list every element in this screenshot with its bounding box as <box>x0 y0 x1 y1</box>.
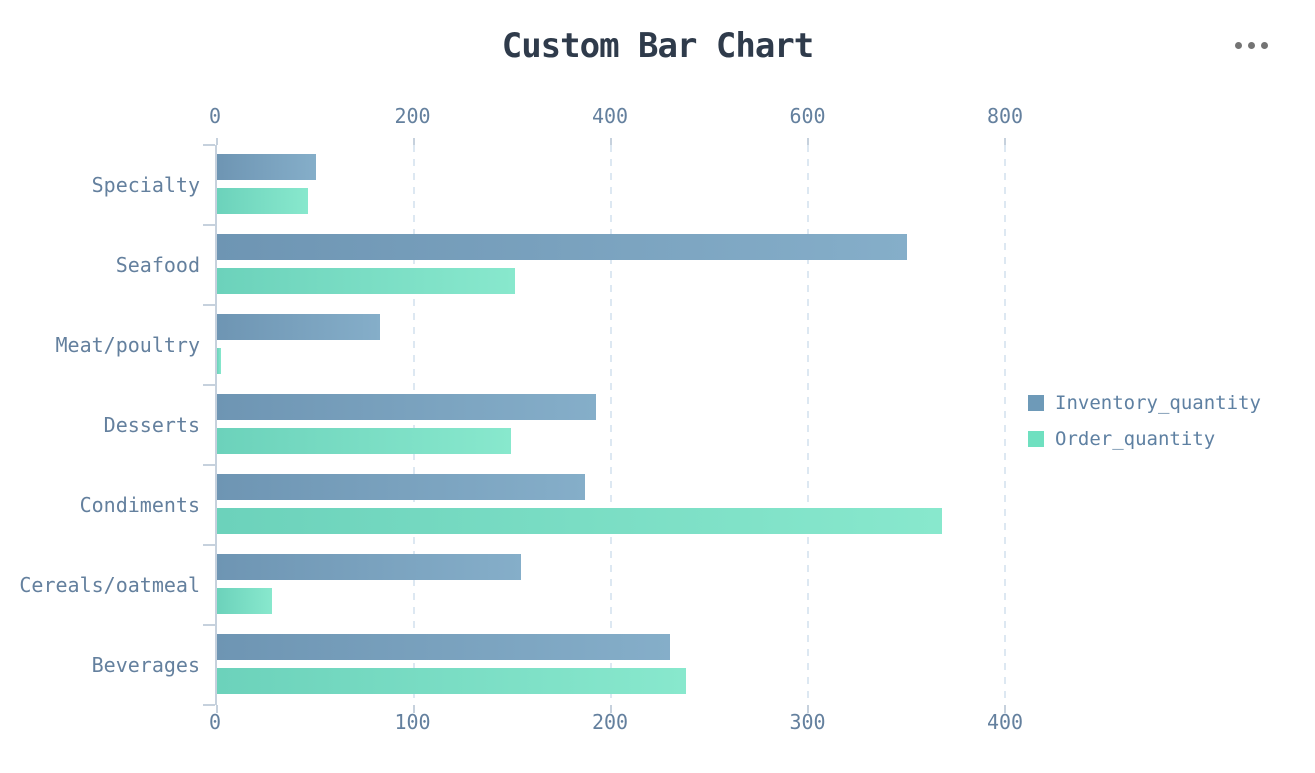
legend-label: Order_quantity <box>1055 428 1216 450</box>
gridline <box>610 145 613 705</box>
category-label: Meat/poultry <box>55 333 201 357</box>
category-axis-tick <box>203 464 215 466</box>
category-axis-tick <box>203 384 215 386</box>
bar-inventory_quantity[interactable] <box>217 234 907 260</box>
category-row <box>217 225 1163 305</box>
top-x-axis: 0 200 400 600 800 <box>209 104 1163 128</box>
bar-inventory_quantity[interactable] <box>217 474 585 500</box>
category-axis-tick <box>203 704 215 706</box>
bottom-axis-tick <box>807 705 810 713</box>
category-axis-tick <box>203 304 215 306</box>
legend-swatch <box>1028 395 1044 411</box>
category-axis: Specialty Seafood Meat/poultry Desserts Cond… <box>0 145 200 705</box>
bar-order_quantity[interactable] <box>217 348 221 374</box>
bottom-axis-tick-label: 400 <box>986 710 1024 734</box>
legend: Inventory_quantity Order_quantity <box>1028 393 1261 449</box>
bar-order_quantity[interactable] <box>217 668 687 694</box>
gridline <box>807 145 810 705</box>
category-axis-tick <box>203 144 215 146</box>
legend-swatch <box>1028 431 1044 447</box>
category-axis-tick <box>203 224 215 226</box>
dot <box>1260 41 1268 49</box>
legend-item-inventory_quantity[interactable]: Inventory_quantity <box>1028 393 1261 413</box>
bottom-axis-tick <box>1004 705 1007 713</box>
top-axis-tick <box>610 138 613 145</box>
legend-label: Inventory_quantity <box>1055 392 1261 414</box>
bar-order_quantity[interactable] <box>217 268 515 294</box>
top-axis-tick-label: 200 <box>394 104 431 128</box>
bar-order_quantity[interactable] <box>217 588 273 614</box>
category-label: Condiments <box>79 493 200 517</box>
bottom-axis-tick-label: 100 <box>394 710 431 734</box>
dot <box>1247 41 1255 49</box>
bottom-x-axis: 0 100 200 300 400 <box>209 710 1163 734</box>
category-label: Seafood <box>115 253 200 277</box>
top-axis-tick <box>807 138 810 145</box>
bottom-axis-tick-label: 200 <box>591 710 629 734</box>
dot <box>1234 41 1242 49</box>
category-row <box>217 305 1163 385</box>
top-axis-tick-label: 600 <box>789 104 826 128</box>
category-row <box>217 625 1163 705</box>
top-axis-tick-label: 400 <box>591 104 629 128</box>
bar-order_quantity[interactable] <box>217 508 943 534</box>
bottom-axis-tick-label: 0 <box>208 710 222 734</box>
bar-order_quantity[interactable] <box>217 428 511 454</box>
bar-inventory_quantity[interactable] <box>217 154 316 180</box>
category-row <box>217 545 1163 625</box>
category-label: Desserts <box>103 413 200 437</box>
bar-inventory_quantity[interactable] <box>217 394 597 420</box>
category-label: Beverages <box>91 653 200 677</box>
top-axis-tick <box>413 138 416 145</box>
category-axis-tick <box>203 544 215 546</box>
bottom-axis-tick <box>610 705 613 713</box>
ellipsis-icon <box>1234 41 1268 49</box>
category-row <box>217 465 1163 545</box>
top-axis-tick <box>216 138 218 145</box>
bar-inventory_quantity[interactable] <box>217 554 521 580</box>
bar-order_quantity[interactable] <box>217 188 308 214</box>
top-axis-tick-label: 800 <box>986 104 1024 128</box>
bar-inventory_quantity[interactable] <box>217 634 671 660</box>
chart-title: Custom Bar Chart <box>501 26 815 66</box>
bar-inventory_quantity[interactable] <box>217 314 380 340</box>
bottom-axis-tick <box>216 705 218 713</box>
category-row <box>217 145 1163 225</box>
legend-item-order_quantity[interactable]: Order_quantity <box>1028 429 1261 449</box>
plot-area <box>203 138 1163 713</box>
category-axis-tick <box>203 624 215 626</box>
bottom-axis-tick <box>413 705 416 713</box>
gridline <box>413 145 416 705</box>
bottom-axis-tick-label: 300 <box>789 710 826 734</box>
gridline <box>1004 145 1007 705</box>
category-row <box>217 385 1163 465</box>
category-label: Specialty <box>91 173 200 197</box>
more-options-button[interactable] <box>1226 34 1276 56</box>
top-axis-tick-label: 0 <box>208 104 222 128</box>
category-label: Cereals/oatmeal <box>19 573 200 597</box>
top-axis-tick <box>1004 138 1007 145</box>
